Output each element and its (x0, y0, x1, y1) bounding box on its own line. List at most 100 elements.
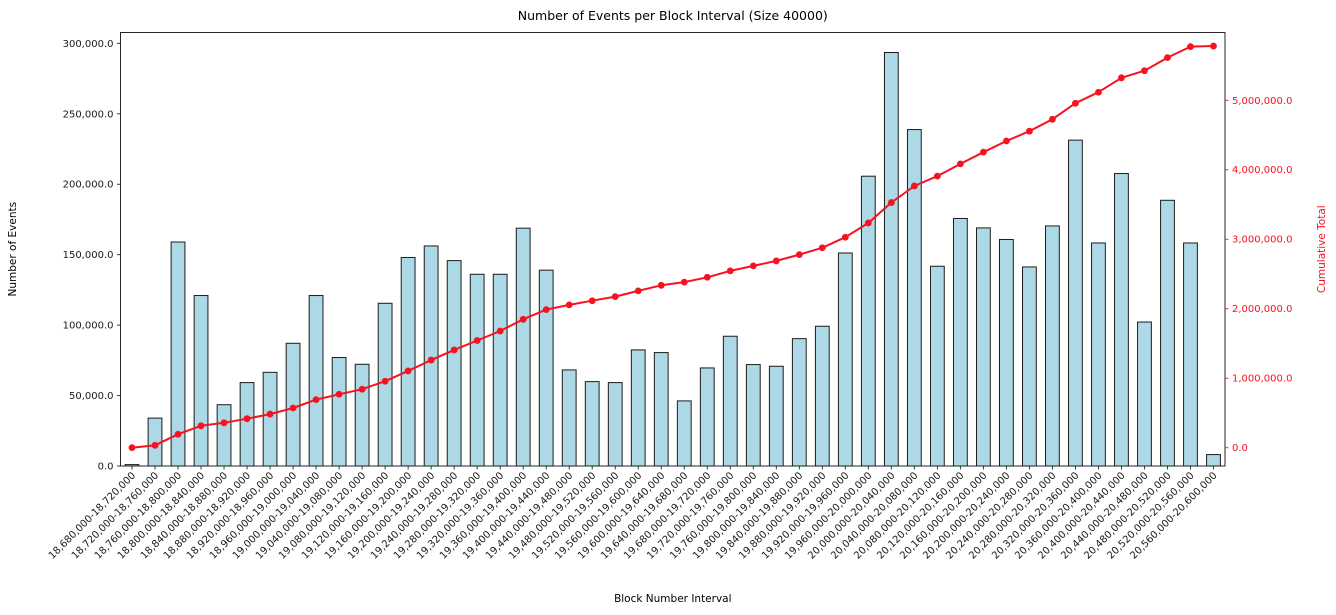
line-marker (174, 430, 182, 438)
line-marker (979, 148, 987, 156)
line-marker (910, 182, 918, 190)
bar (1160, 199, 1175, 467)
line-marker (243, 415, 251, 423)
line-marker (956, 160, 964, 168)
bar (170, 241, 186, 467)
left-tick-label: 300,000.0 (63, 39, 114, 50)
bar (1114, 173, 1129, 467)
bar (699, 367, 715, 467)
line-marker (450, 346, 458, 354)
bar (837, 252, 853, 467)
bar (193, 295, 209, 467)
line-marker (197, 422, 205, 430)
line-marker (726, 267, 734, 275)
line-marker (1210, 42, 1217, 50)
plot-area (120, 32, 1226, 467)
y-axis-label-left: Number of Events (7, 202, 19, 297)
bar (1045, 225, 1060, 467)
left-tick-label: 250,000.0 (63, 109, 114, 120)
bar (331, 357, 347, 467)
bar (791, 338, 807, 467)
line-marker (1026, 127, 1033, 135)
bar (423, 245, 439, 467)
line-marker (680, 278, 688, 286)
line-marker (1003, 137, 1010, 145)
line-marker (358, 385, 366, 393)
bar (768, 365, 784, 467)
right-tick-label: 5,000,000.0 (1232, 96, 1292, 107)
bar (1206, 454, 1221, 467)
bar (377, 302, 393, 467)
bar (584, 381, 600, 467)
line-marker (404, 367, 412, 375)
right-tick-label: 4,000,000.0 (1232, 165, 1292, 176)
bar (607, 382, 623, 467)
bar (722, 335, 738, 467)
bar (538, 269, 554, 467)
line-marker (657, 281, 665, 289)
bar (124, 464, 140, 467)
line-marker (312, 396, 320, 404)
line-marker (864, 219, 872, 227)
bar (239, 382, 255, 467)
bar (1137, 321, 1152, 467)
bar (906, 129, 922, 467)
right-tick-label: 3,000,000.0 (1232, 235, 1292, 246)
right-tick-label: 1,000,000.0 (1232, 374, 1292, 385)
line-marker (381, 377, 389, 385)
bar (745, 364, 761, 467)
left-tick-label: 150,000.0 (63, 250, 114, 261)
line-marker (749, 262, 757, 270)
bar (561, 369, 577, 467)
line-marker (818, 244, 826, 252)
line-marker (1072, 99, 1079, 107)
bar (216, 404, 232, 467)
bar (1022, 266, 1037, 467)
bar (1183, 242, 1198, 467)
bar (814, 325, 830, 467)
line-marker (1164, 54, 1171, 62)
cumulative-line (131, 45, 1215, 449)
bar (653, 352, 669, 467)
bar (469, 273, 485, 467)
line-marker (473, 337, 481, 344)
line-marker (887, 199, 895, 206)
bar (492, 273, 508, 467)
line-marker (634, 287, 642, 295)
bar (262, 371, 278, 467)
bar (929, 265, 945, 467)
line-marker (772, 257, 780, 265)
bar (354, 363, 370, 467)
chart-title: Number of Events per Block Interval (Siz… (518, 8, 828, 23)
bar (952, 217, 968, 467)
bar (676, 400, 692, 467)
bar (400, 256, 416, 467)
right-tick-label: 0.0 (1232, 443, 1248, 454)
line-marker (519, 315, 527, 323)
bar (1091, 242, 1106, 467)
line-marker (703, 273, 711, 281)
bar (860, 175, 876, 467)
line-marker (496, 327, 504, 335)
line-marker (1118, 74, 1125, 82)
line-marker (1095, 88, 1102, 96)
left-tick-label: 200,000.0 (63, 180, 114, 191)
left-tick-label: 0.0 (98, 462, 114, 473)
line-marker (565, 301, 573, 309)
line-marker (427, 356, 435, 364)
line-marker (1049, 115, 1056, 123)
left-tick-label: 100,000.0 (63, 321, 114, 332)
line-marker (266, 410, 274, 418)
bar (630, 349, 646, 467)
y-axis-label-right: Cumulative Total (1316, 205, 1328, 293)
line-marker (795, 251, 803, 259)
bar (308, 295, 324, 467)
line-marker (128, 444, 136, 452)
bar (1068, 139, 1083, 467)
line-marker (151, 441, 159, 449)
left-tick-label: 50,000.0 (69, 391, 114, 402)
bar (446, 260, 462, 467)
line-marker (611, 293, 619, 301)
